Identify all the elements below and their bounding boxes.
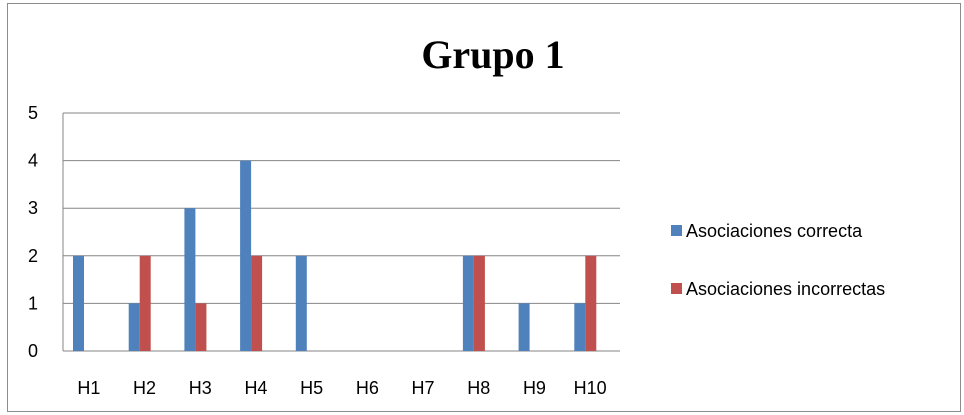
bar-correcta-h4 [240, 160, 252, 351]
legend-swatch-incorrectas [671, 283, 682, 294]
x-tick-label: H4 [244, 378, 267, 398]
y-tick-label: 1 [28, 293, 38, 313]
bar-correcta-h5 [295, 255, 307, 351]
bar-incorrectas-h8 [473, 255, 485, 351]
bar-incorrectas-h2 [139, 255, 151, 351]
bar-correcta-h3 [184, 208, 196, 351]
bar-incorrectas-h10 [585, 255, 597, 351]
y-tick-label: 0 [28, 341, 38, 361]
y-tick-label: 2 [28, 246, 38, 266]
chart-title: Grupo 1 [421, 32, 564, 77]
x-tick-label: H8 [467, 378, 490, 398]
bar-correcta-h9 [518, 303, 530, 351]
x-tick-label: H3 [189, 378, 212, 398]
bar-correcta-h8 [462, 255, 474, 351]
y-tick-label: 5 [28, 103, 38, 123]
bars [73, 160, 597, 351]
x-tick-label: H10 [574, 378, 607, 398]
x-tick-label: H6 [356, 378, 379, 398]
y-axis-ticks: 0 1 2 3 4 5 [28, 103, 38, 361]
x-axis-ticks: H1 H2 H3 H4 H5 H6 H7 H8 H9 H10 [77, 378, 606, 398]
legend: Asociaciones correcta Asociaciones incorr… [671, 221, 885, 299]
y-tick-label: 4 [28, 151, 38, 171]
bar-correcta-h1 [73, 255, 84, 351]
x-tick-label: H1 [77, 378, 100, 398]
bar-correcta-h10 [574, 303, 586, 351]
legend-label-incorrectas: Asociaciones incorrectas [686, 279, 885, 299]
x-tick-label: H2 [133, 378, 156, 398]
legend-label-correcta: Asociaciones correcta [686, 221, 863, 241]
bar-incorrectas-h4 [251, 255, 263, 351]
x-tick-label: H5 [300, 378, 323, 398]
legend-swatch-correcta [671, 225, 682, 236]
bar-correcta-h2 [128, 303, 140, 351]
x-tick-label: H7 [412, 378, 435, 398]
bar-incorrectas-h3 [195, 303, 207, 351]
x-tick-label: H9 [523, 378, 546, 398]
chart-frame: Grupo 1 0 1 2 3 4 5 H1 H2 H3 H4 H5 H6 H7 H8 H9 H10 Aso… [7, 3, 961, 412]
y-tick-label: 3 [28, 198, 38, 218]
bar-chart: Grupo 1 0 1 2 3 4 5 H1 H2 H3 H4 H5 H6 H7 H8 H9 H10 Aso… [28, 32, 885, 398]
